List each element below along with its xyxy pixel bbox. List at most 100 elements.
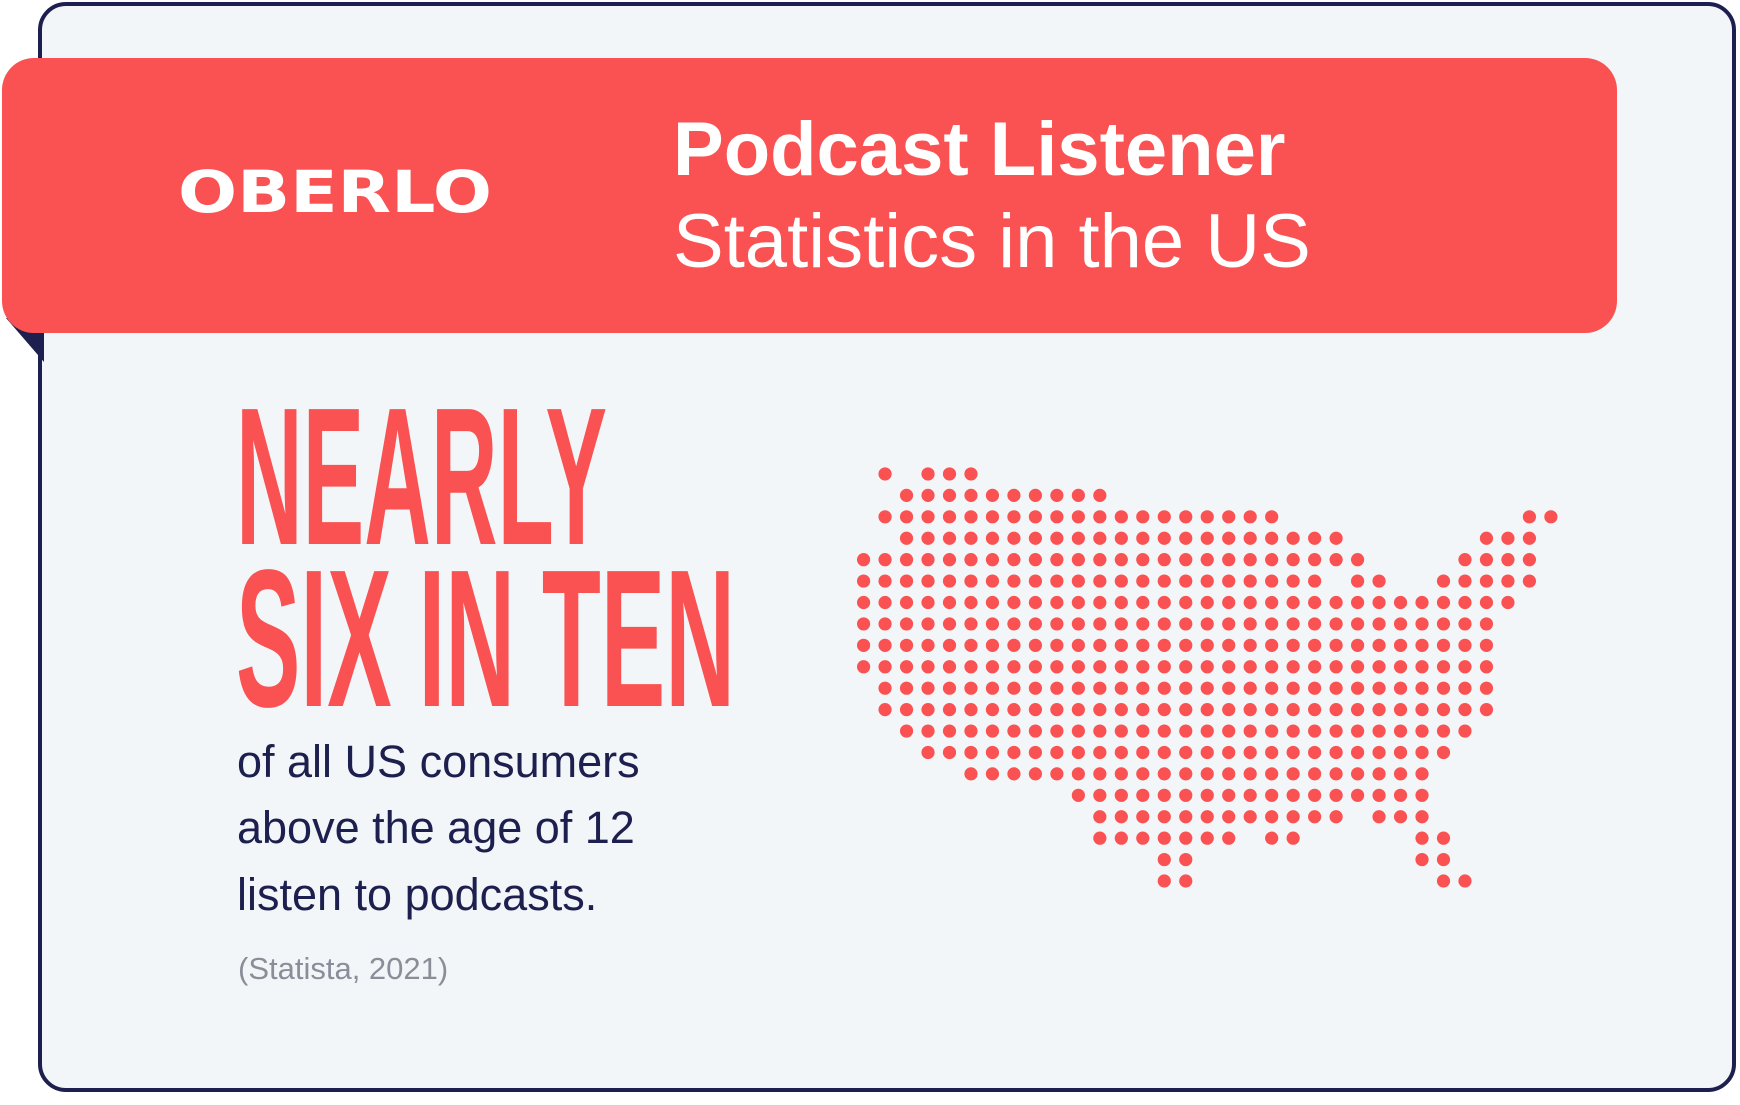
map-dot (1136, 574, 1150, 588)
map-dot (878, 467, 892, 481)
map-dot (1222, 617, 1236, 631)
map-dot (1436, 703, 1451, 717)
map-dot (1286, 638, 1300, 652)
map-dot (1157, 767, 1171, 781)
logo: OBERLO (178, 158, 492, 226)
map-dot (1071, 488, 1085, 502)
map-dot (856, 553, 871, 567)
map-dot (1007, 660, 1021, 674)
map-dot (1265, 574, 1279, 588)
map-dot (1265, 767, 1279, 781)
map-dot (1458, 724, 1472, 738)
map-dot (942, 595, 957, 610)
map-dot (1286, 767, 1300, 781)
map-dot (1265, 553, 1279, 567)
map-dot (1243, 553, 1257, 567)
map-dot (878, 703, 892, 717)
map-dot (1114, 810, 1128, 824)
map-dot (1179, 874, 1193, 888)
map-dot (1093, 767, 1107, 781)
map-dot (1372, 810, 1386, 824)
map-dot (1329, 810, 1343, 824)
map-dot (1308, 574, 1322, 588)
map-dot (964, 681, 978, 695)
map-dot (1200, 767, 1214, 781)
map-dot (1243, 810, 1257, 824)
map-dot (1157, 874, 1171, 888)
map-dot (1222, 810, 1236, 824)
map-dot (899, 531, 914, 545)
map-dot (964, 531, 978, 545)
map-dot (1028, 531, 1043, 545)
map-dot (1436, 638, 1451, 652)
map-dot (1071, 553, 1085, 567)
headline: NEARLY (236, 367, 607, 586)
map-dot (1265, 745, 1279, 760)
map-dot (1071, 574, 1085, 588)
map-dot (921, 488, 935, 502)
map-dot (1415, 767, 1429, 781)
map-dot (1501, 553, 1515, 567)
map-dot (899, 574, 914, 588)
map-dot (1350, 703, 1365, 717)
map-dot (1093, 681, 1107, 695)
map-dot (1007, 638, 1021, 652)
map-dot (1200, 788, 1214, 802)
map-dot (1458, 638, 1472, 652)
map-dot (1007, 703, 1021, 717)
map-dot (1222, 767, 1236, 781)
map-dot (1372, 703, 1386, 717)
map-dot (1372, 595, 1386, 610)
map-dot (1308, 595, 1322, 610)
map-dot (964, 617, 978, 631)
map-dot (1050, 488, 1064, 502)
map-dot (1415, 703, 1429, 717)
map-dot (1243, 510, 1257, 524)
map-dot (1028, 574, 1043, 588)
map-dot (1179, 724, 1193, 738)
map-dot (1372, 745, 1386, 760)
map-dot (1136, 767, 1150, 781)
map-dot (1093, 660, 1107, 674)
map-dot (1136, 724, 1150, 738)
map-dot (1222, 703, 1236, 717)
map-dot (1071, 788, 1085, 802)
map-dot (1071, 681, 1085, 695)
map-dot (985, 617, 1000, 631)
map-dot (1329, 681, 1343, 695)
map-dot (1157, 703, 1171, 717)
map-dot (1372, 788, 1386, 802)
map-dot (1286, 810, 1300, 824)
map-dot (921, 553, 935, 567)
map-dot (1522, 531, 1537, 545)
map-dot (1114, 617, 1128, 631)
map-dot (942, 488, 957, 502)
map-dot (1093, 488, 1107, 502)
map-dot (1265, 531, 1279, 545)
map-dot (1157, 638, 1171, 652)
map-dot (1157, 745, 1171, 760)
map-dot (1243, 638, 1257, 652)
map-dot (1222, 510, 1236, 524)
map-dot (942, 574, 957, 588)
map-dot (1200, 810, 1214, 824)
map-dot (1157, 724, 1171, 738)
map-dot (1415, 852, 1429, 867)
map-dot (1114, 638, 1128, 652)
map-dot (1415, 745, 1429, 760)
map-dot (985, 553, 1000, 567)
map-dot (1114, 703, 1128, 717)
map-dot (1479, 617, 1494, 631)
map-dot (899, 617, 914, 631)
map-dot (1157, 617, 1171, 631)
map-dot (1350, 681, 1365, 695)
map-dot (1179, 810, 1193, 824)
map-dot (1308, 660, 1322, 674)
map-dot (1200, 510, 1214, 524)
map-dot (1329, 553, 1343, 567)
map-dot (1243, 788, 1257, 802)
map-dot (964, 553, 978, 567)
map-dot (856, 660, 871, 674)
map-dot (964, 574, 978, 588)
map-dot (1243, 595, 1257, 610)
